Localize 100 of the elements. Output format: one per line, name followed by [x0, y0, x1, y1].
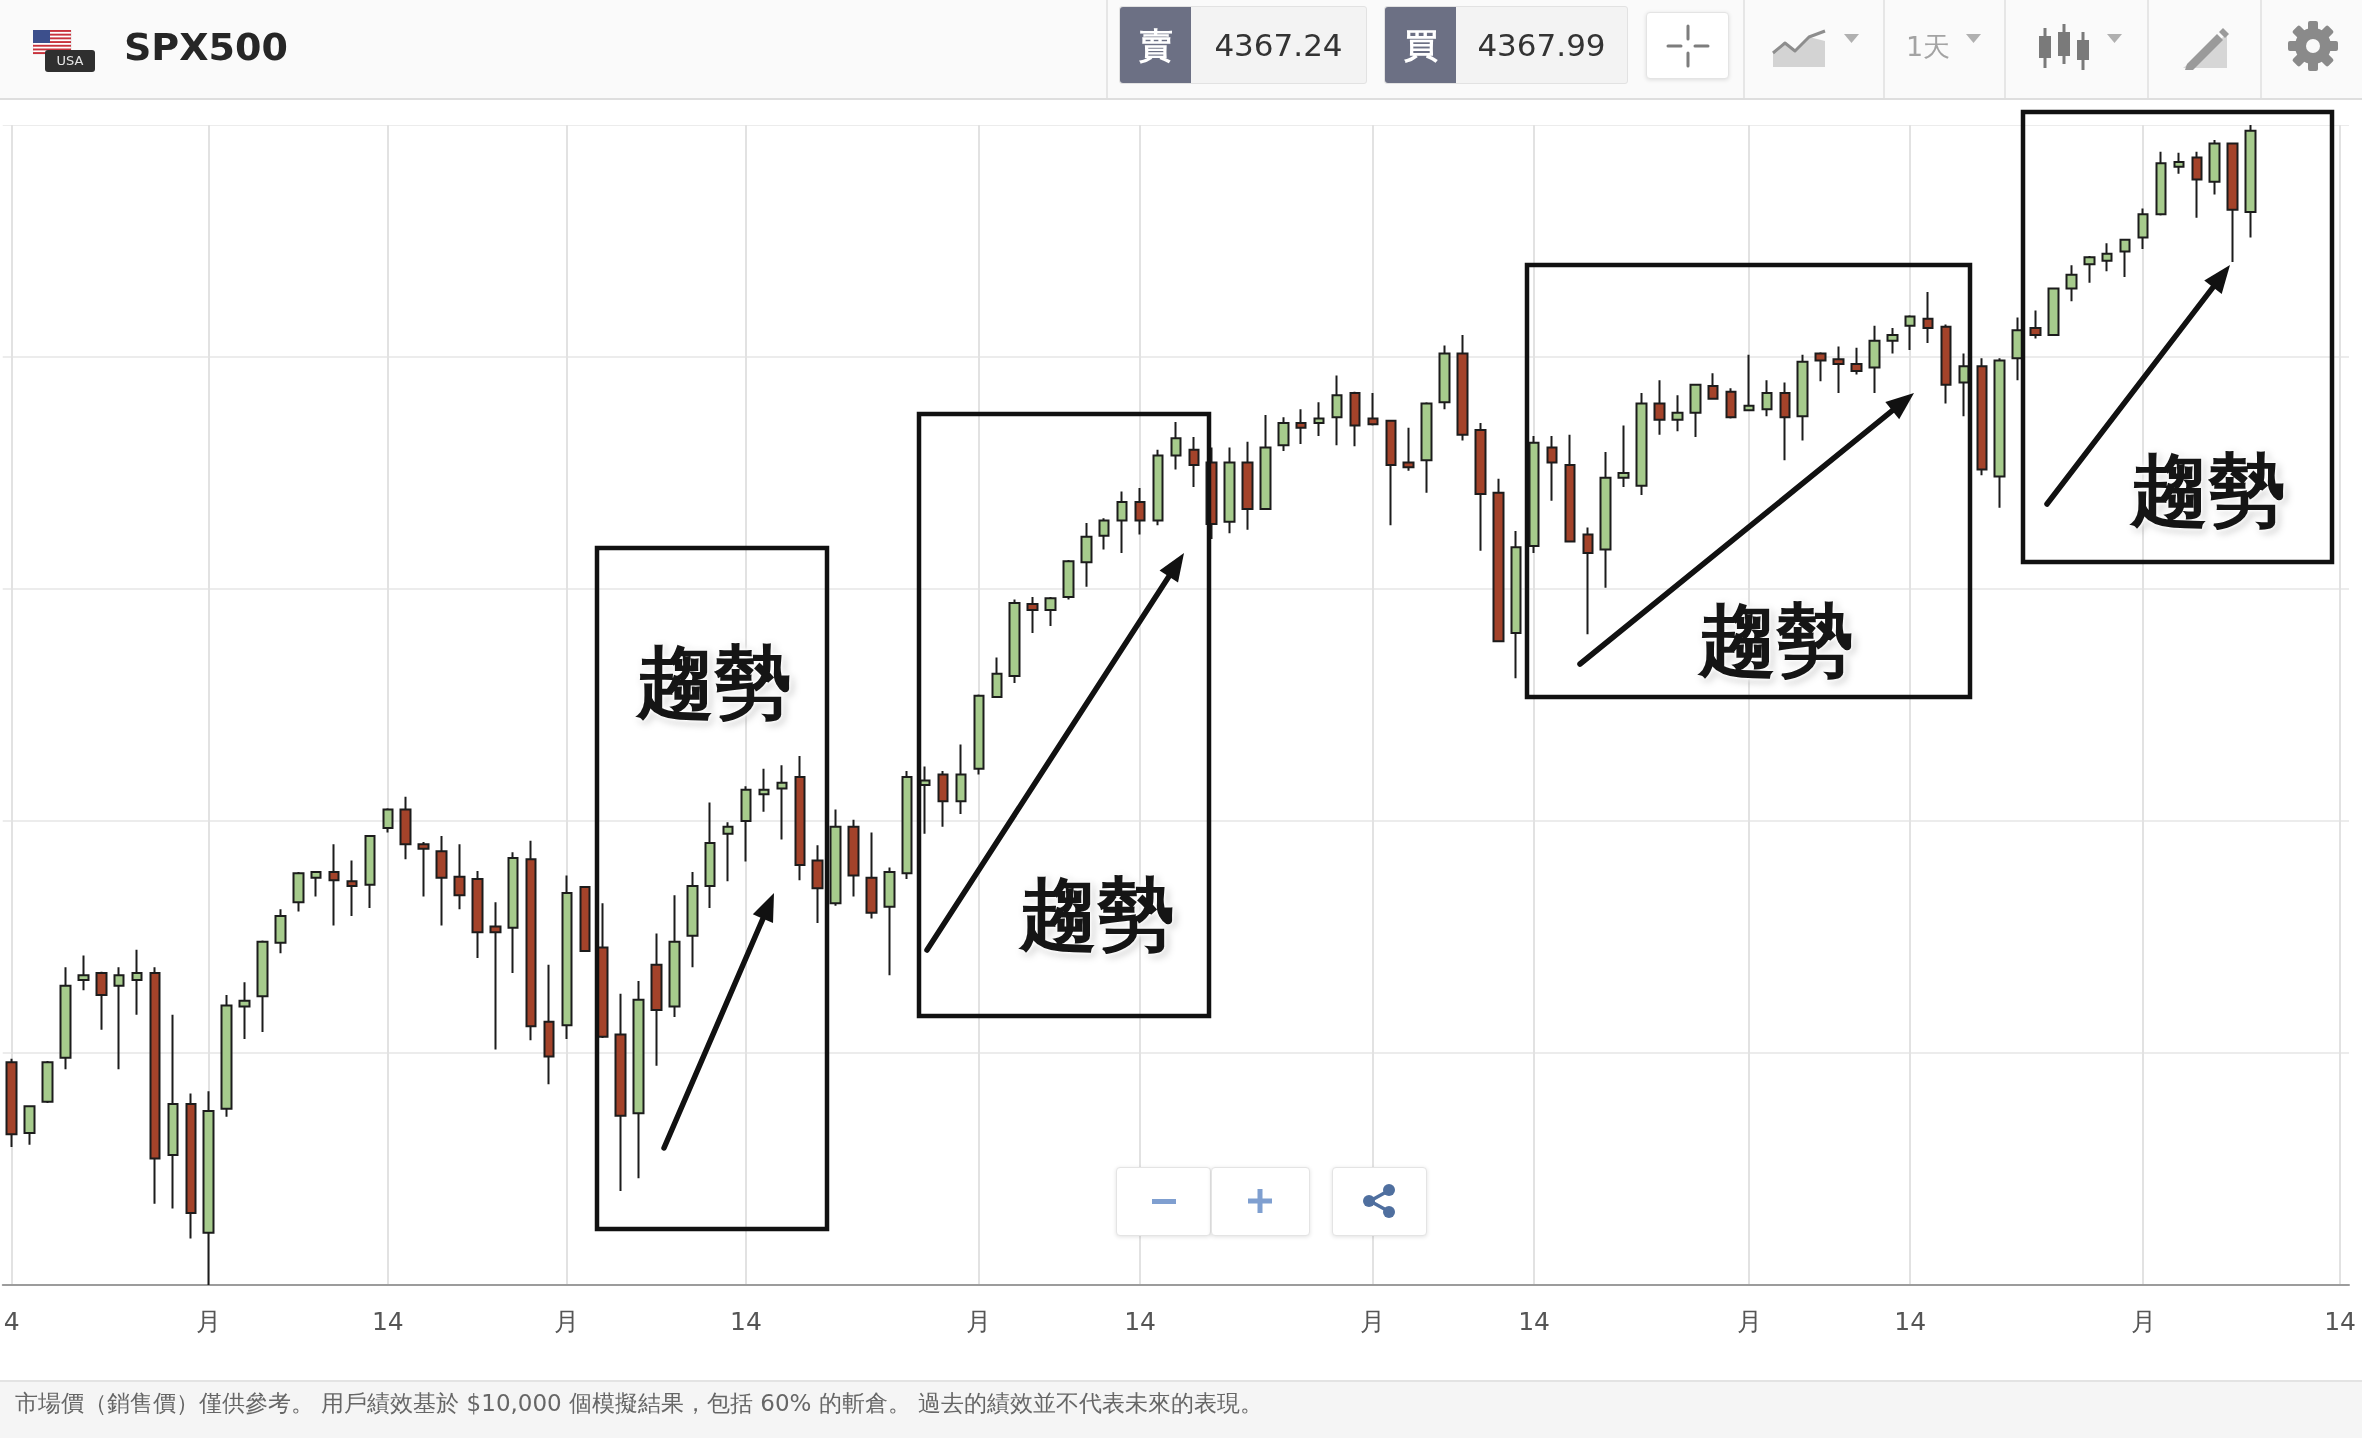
text: 1天	[1906, 30, 1951, 64]
x-tick-label: 14	[1518, 1307, 1550, 1336]
candlestick	[1886, 327, 1899, 355]
candlestick	[1385, 418, 1397, 527]
candlestick	[632, 980, 645, 1180]
x-tick-label: 月	[2130, 1307, 2156, 1336]
candlestick	[1510, 530, 1522, 680]
candlestick	[435, 835, 448, 927]
candlestick	[1188, 436, 1200, 488]
candlestick	[2083, 255, 2096, 284]
x-tick-label: 月	[196, 1307, 222, 1336]
x-tick-label: 月	[554, 1307, 580, 1336]
candlestick	[1635, 391, 1648, 497]
candlestick	[59, 966, 72, 1071]
candlestick	[292, 871, 305, 913]
x-tick-label: 14	[371, 1307, 404, 1336]
candlestick	[1707, 372, 1719, 400]
candlestick	[95, 970, 108, 1031]
candlestick	[1725, 387, 1737, 420]
candlestick	[1134, 487, 1146, 536]
candlestick	[1044, 596, 1057, 628]
candlestick	[1259, 414, 1272, 512]
candlestick	[77, 954, 90, 992]
candlestick	[1474, 422, 1487, 552]
candlestick	[525, 839, 537, 1042]
x-tick-label: 14	[2324, 1307, 2356, 1336]
candlestick	[901, 770, 913, 880]
candlestick	[1170, 420, 1182, 471]
candlestick	[1671, 394, 1684, 433]
x-tick-label: 14	[730, 1307, 762, 1336]
candlestick	[382, 807, 394, 834]
candlestick	[955, 743, 967, 816]
candlestick	[847, 818, 860, 898]
candlestick	[1420, 401, 1433, 494]
candlestick	[220, 994, 233, 1118]
candlestick	[2208, 139, 2221, 196]
candlestick	[1241, 440, 1254, 531]
x-tick-label: 14	[1124, 1307, 1156, 1336]
candlestick	[1295, 408, 1307, 445]
candlestick	[865, 831, 878, 920]
chart-title: SPX500	[124, 24, 288, 71]
annotation: 趨勢	[2130, 445, 2286, 535]
candlestick	[328, 843, 340, 927]
candlestick	[167, 1013, 179, 1210]
candlestick	[489, 901, 502, 1051]
candlestick	[2226, 142, 2239, 263]
candlestick	[185, 1092, 197, 1240]
candlestick	[1402, 426, 1415, 472]
candlestick	[614, 992, 627, 1193]
candlestick	[1152, 448, 1164, 527]
candlestick	[740, 785, 752, 863]
candlestick	[256, 939, 269, 1034]
candlestick	[113, 966, 125, 1071]
candlestick	[1026, 596, 1039, 635]
candlestick	[2137, 207, 2149, 251]
candlestick	[1331, 374, 1343, 447]
candlestick	[1367, 391, 1379, 427]
candlestick	[1582, 526, 1594, 636]
candlestick	[2101, 242, 2113, 273]
candlestick	[2119, 237, 2131, 278]
text: USA	[45, 50, 95, 72]
candlestick	[1940, 323, 1952, 405]
candlestick	[1993, 357, 2006, 509]
candlestick	[937, 770, 949, 828]
candlestick	[346, 859, 358, 918]
candlestick	[1761, 379, 1773, 418]
candlestick	[811, 844, 824, 925]
candlestick	[579, 886, 591, 952]
candlestick	[507, 851, 519, 974]
x-tick-label: 月	[1360, 1307, 1386, 1336]
candlestick	[919, 765, 931, 835]
annotation: 趨勢	[1019, 869, 1175, 959]
candlestick	[776, 764, 788, 841]
candlestick	[1564, 433, 1576, 544]
x-tick-label: 月	[966, 1307, 992, 1336]
candlestick	[2155, 150, 2167, 217]
candlestick	[1062, 559, 1075, 601]
candlestick	[1008, 598, 1021, 684]
sell-price-field: 賣 4367.24	[1119, 6, 1367, 84]
candlestick	[399, 795, 412, 861]
candlestick	[1438, 344, 1451, 411]
annotation: 趨勢	[636, 637, 792, 727]
candlestick	[1779, 381, 1791, 462]
candlestick	[686, 871, 699, 969]
candlestick	[453, 843, 466, 911]
candlestick	[1599, 451, 1612, 589]
candlestick	[991, 656, 1003, 698]
candlestick	[1814, 351, 1827, 383]
x-tick-label: 14	[1894, 1307, 1927, 1336]
candlestick	[1617, 424, 1630, 488]
candlestick	[2029, 309, 2042, 340]
candlestick	[1743, 353, 1755, 412]
candlestick	[417, 840, 430, 898]
candlestick	[883, 866, 896, 977]
candlestick	[2244, 125, 2257, 239]
candlestick	[1098, 517, 1110, 551]
candlestick	[5, 1057, 18, 1148]
candlestick	[561, 874, 573, 1041]
candlestick	[41, 1060, 54, 1104]
candlestick	[310, 869, 322, 898]
